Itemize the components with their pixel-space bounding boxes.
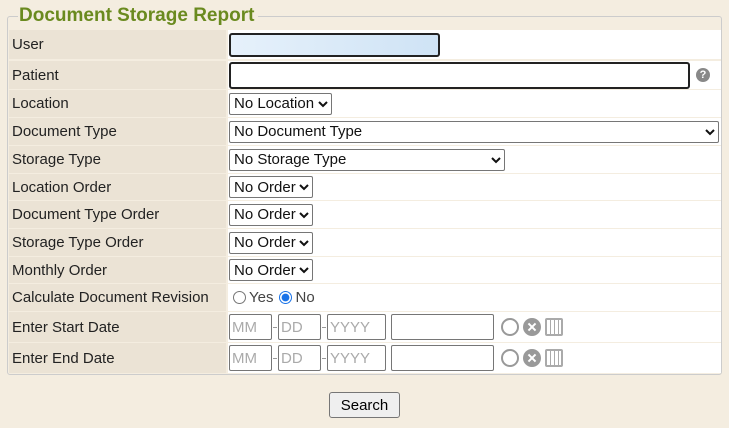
report-fieldset: Document Storage Report [7,4,722,375]
storage-type-select[interactable]: No Storage Type [229,148,505,171]
monthly-order-label: Monthly Order [9,257,226,283]
clock-icon[interactable] [501,318,519,336]
end-year-input[interactable] [327,345,386,371]
document-type-label: Document Type [9,118,226,145]
row-user: User [9,30,721,59]
date-separator [322,326,326,328]
start-time-input[interactable] [391,314,494,340]
patient-label: Patient [9,61,226,89]
no-label: No [295,289,315,306]
start-year-input[interactable] [327,314,386,340]
end-date-label: Enter End Date [9,343,226,373]
patient-input[interactable] [229,61,690,89]
monthly-order-select[interactable]: No Order [229,259,313,281]
clock-icon[interactable] [501,349,519,367]
end-day-input[interactable] [278,345,321,371]
user-label: User [9,30,226,59]
location-label: Location [9,90,226,117]
date-separator [273,326,277,328]
location-order-select[interactable]: No Order [229,176,313,198]
storage-type-order-label: Storage Type Order [9,229,226,256]
yes-label: Yes [249,289,274,306]
storage-type-order-select[interactable]: No Order [229,231,313,254]
calc-revision-label: Calculate Document Revision [9,284,226,311]
end-time-input[interactable] [391,345,494,371]
help-icon[interactable]: ? [696,68,710,82]
date-separator [322,357,326,359]
end-month-input[interactable] [229,345,272,371]
row-end-date: Enter End Date [9,343,721,373]
calendar-icon[interactable] [545,349,563,367]
row-start-date: Enter Start Date [9,312,721,342]
location-order-label: Location Order [9,174,226,200]
user-input[interactable] [229,32,440,57]
start-day-input[interactable] [278,314,321,340]
start-month-input[interactable] [229,314,272,340]
revision-no-radio[interactable] [279,291,293,304]
page-title: Document Storage Report [18,4,259,28]
start-date-label: Enter Start Date [9,312,226,342]
search-button[interactable]: Search [329,392,400,418]
clear-icon[interactable] [523,318,541,336]
calendar-icon[interactable] [545,318,563,336]
row-patient: Patient ? [9,61,721,89]
document-type-select[interactable]: No Document Type [229,120,719,143]
document-type-order-label: Document Type Order [9,201,226,228]
location-select[interactable]: No Location [229,92,332,115]
document-type-order-select[interactable]: No Order [229,203,313,226]
clear-icon[interactable] [523,349,541,367]
revision-yes-radio[interactable] [233,291,246,304]
storage-type-label: Storage Type [9,146,226,173]
date-separator [273,357,277,359]
